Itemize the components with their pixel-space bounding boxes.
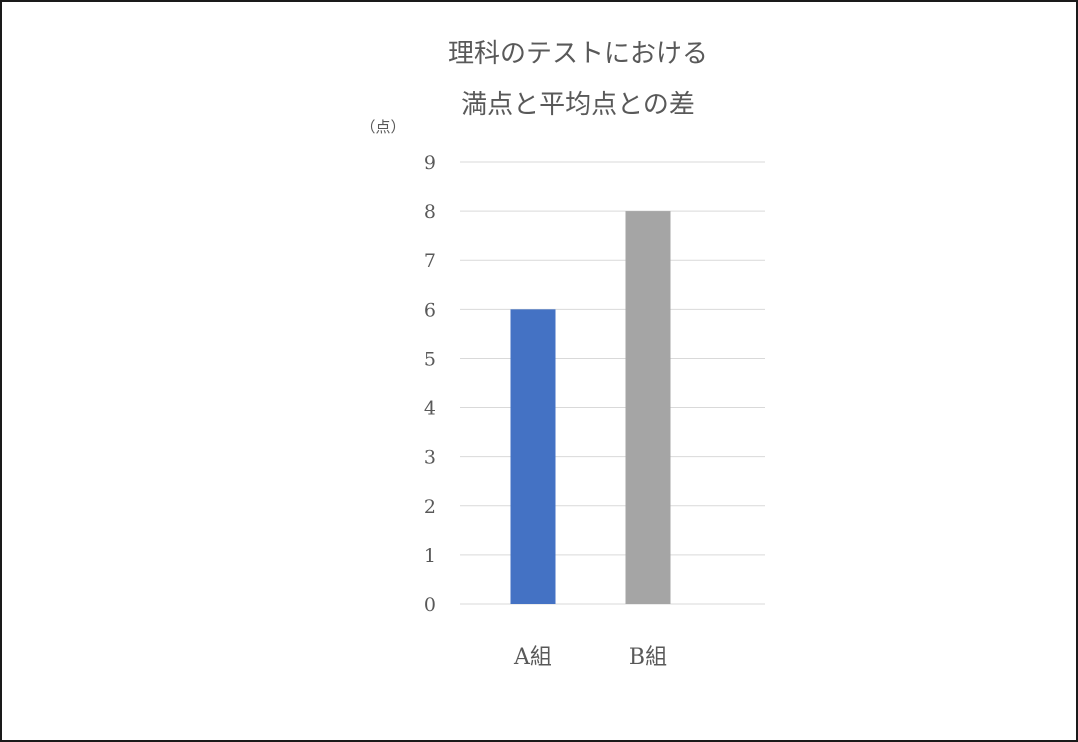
y-axis-ticks: 0 1 2 3 4 5 6 7 8 9 [424, 152, 436, 616]
y-tick-label: 6 [424, 299, 436, 321]
y-tick-label: 3 [424, 447, 436, 469]
y-tick-label: 1 [424, 545, 436, 567]
x-category-label: B組 [629, 645, 667, 670]
y-tick-label: 7 [424, 250, 436, 272]
y-tick-label: 8 [424, 201, 436, 223]
x-category-label: A組 [513, 645, 552, 670]
chart-title-line-1: 理科のテストにおける [448, 39, 708, 69]
y-tick-label: 2 [424, 496, 436, 518]
y-axis-unit-label: （点） [360, 118, 405, 136]
bar-b [625, 211, 671, 604]
y-tick-label: 9 [424, 152, 436, 174]
bars [510, 211, 671, 604]
y-tick-label: 0 [424, 594, 436, 616]
bar-a [510, 309, 556, 604]
x-axis-categories: A組 B組 [513, 645, 667, 670]
y-tick-label: 4 [424, 398, 436, 420]
chart-title-line-2: 満点と平均点との差 [461, 90, 695, 120]
y-tick-label: 5 [424, 348, 436, 370]
gridlines [460, 161, 765, 605]
